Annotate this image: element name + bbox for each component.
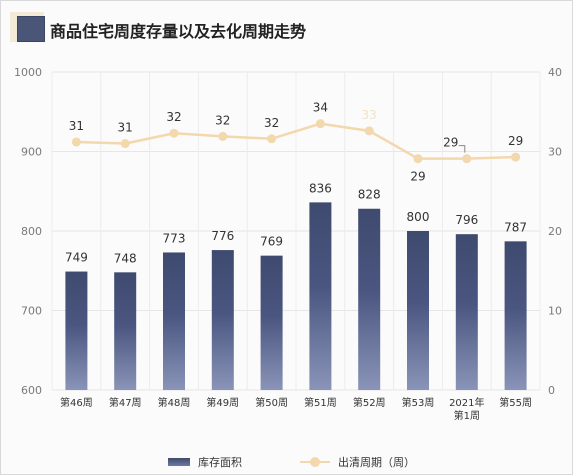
cycle-point — [169, 128, 179, 138]
x-tick-line: 第55周 — [499, 396, 532, 409]
cycle-point — [511, 152, 521, 162]
bar-series: 749 748 773 776 769 836 828 800 796 787 — [65, 181, 527, 390]
bar-value-label: 836 — [309, 181, 332, 195]
legend-label-cycle: 出清周期（周） — [338, 456, 415, 469]
x-tick-line: 第52周 — [353, 396, 386, 409]
x-tick-line: 第49周 — [206, 396, 239, 409]
bar — [407, 231, 429, 390]
x-tick-line: 第46周 — [60, 396, 93, 409]
y-right-tick-label: 0 — [548, 384, 555, 397]
bar — [163, 252, 185, 390]
cycle-point — [120, 139, 130, 149]
label-leader-line — [458, 145, 466, 153]
bar-value-label: 748 — [114, 251, 137, 265]
x-tick-label: 第51周 — [304, 396, 337, 409]
cycle-point — [364, 126, 374, 136]
x-tick-line: 第51周 — [304, 396, 337, 409]
chart-title: 商品住宅周度存量以及去化周期走势 — [50, 22, 307, 41]
x-tick-label: 第49周 — [206, 396, 239, 409]
cycle-value-label: 32 — [264, 116, 279, 130]
y-right-tick-label: 30 — [548, 146, 562, 159]
x-tick-line: 第47周 — [109, 396, 142, 409]
cycle-value-label: 33 — [362, 108, 377, 122]
x-tick-line: 第1周 — [454, 409, 480, 422]
y-left-tick-label: 700 — [21, 305, 42, 318]
line-series: 31 31 32 32 32 34 33 29 29 29 — [69, 101, 523, 184]
bar — [260, 255, 283, 390]
cycle-value-label: 32 — [215, 113, 230, 127]
cycle-value-label: 31 — [69, 119, 84, 133]
cycle-value-label: 34 — [313, 101, 328, 115]
legend-label-inventory: 库存面积 — [198, 456, 242, 469]
bar-value-label: 796 — [455, 213, 478, 227]
cycle-value-label: 29 — [443, 136, 458, 150]
cycle-point — [267, 134, 277, 144]
legend-item-inventory: 库存面积 — [168, 454, 242, 470]
legend-line-swatch — [300, 456, 330, 468]
x-tick-label: 2021年第1周 — [449, 396, 484, 422]
bar — [309, 202, 332, 390]
bar — [455, 234, 478, 390]
cycle-value-label: 31 — [118, 121, 133, 135]
y-right-tick-label: 10 — [548, 305, 562, 318]
cycle-value-label: 32 — [166, 110, 181, 124]
legend-item-cycle: 出清周期（周） — [300, 454, 415, 470]
cycle-value-label: 29 — [508, 134, 523, 148]
title-accent-square — [10, 12, 45, 42]
legend: 库存面积 出清周期（周） — [0, 452, 573, 472]
bar — [211, 250, 234, 390]
cycle-point — [218, 131, 228, 141]
bar — [114, 272, 137, 390]
x-tick-label: 第47周 — [109, 396, 142, 409]
y-right-tick-label: 40 — [548, 66, 562, 79]
x-tick-label: 第46周 — [60, 396, 93, 409]
x-tick-line: 第50周 — [255, 396, 288, 409]
y-left-tick-label: 900 — [21, 146, 42, 159]
cycle-point — [462, 154, 472, 164]
cycle-point — [71, 137, 81, 147]
cycle-point — [315, 119, 325, 129]
x-tick-label: 第52周 — [353, 396, 386, 409]
x-tick-line: 2021年 — [449, 396, 484, 409]
x-tick-line: 第48周 — [158, 396, 191, 409]
y-left-tick-label: 800 — [21, 225, 42, 238]
bar — [65, 271, 88, 390]
bar-value-label: 828 — [358, 188, 381, 202]
bar-value-label: 749 — [65, 251, 88, 265]
y-left-tick-label: 1000 — [14, 66, 42, 79]
cycle-value-label: 29 — [410, 170, 425, 184]
bar — [358, 208, 381, 390]
bar-value-label: 776 — [211, 229, 234, 243]
title-accent-icon — [17, 16, 45, 42]
legend-bar-swatch — [168, 458, 190, 466]
axis-layer: 600 700 800 900 1000 0 10 20 30 40 第46周 第47周 第48周 第49… — [14, 66, 562, 422]
bar-value-label: 769 — [260, 235, 283, 249]
x-tick-label: 第48周 — [158, 396, 191, 409]
bar-value-label: 773 — [163, 231, 186, 245]
bar-value-label: 787 — [504, 220, 527, 234]
bar-value-label: 800 — [407, 210, 430, 224]
y-right-tick-label: 20 — [548, 225, 562, 238]
cycle-point — [413, 154, 423, 164]
x-tick-label: 第53周 — [402, 396, 435, 409]
cycle-line — [76, 122, 516, 160]
x-tick-label: 第55周 — [499, 396, 532, 409]
x-tick-line: 第53周 — [402, 396, 435, 409]
bar — [504, 241, 527, 390]
x-tick-label: 第50周 — [255, 396, 288, 409]
y-left-tick-label: 600 — [21, 384, 42, 397]
